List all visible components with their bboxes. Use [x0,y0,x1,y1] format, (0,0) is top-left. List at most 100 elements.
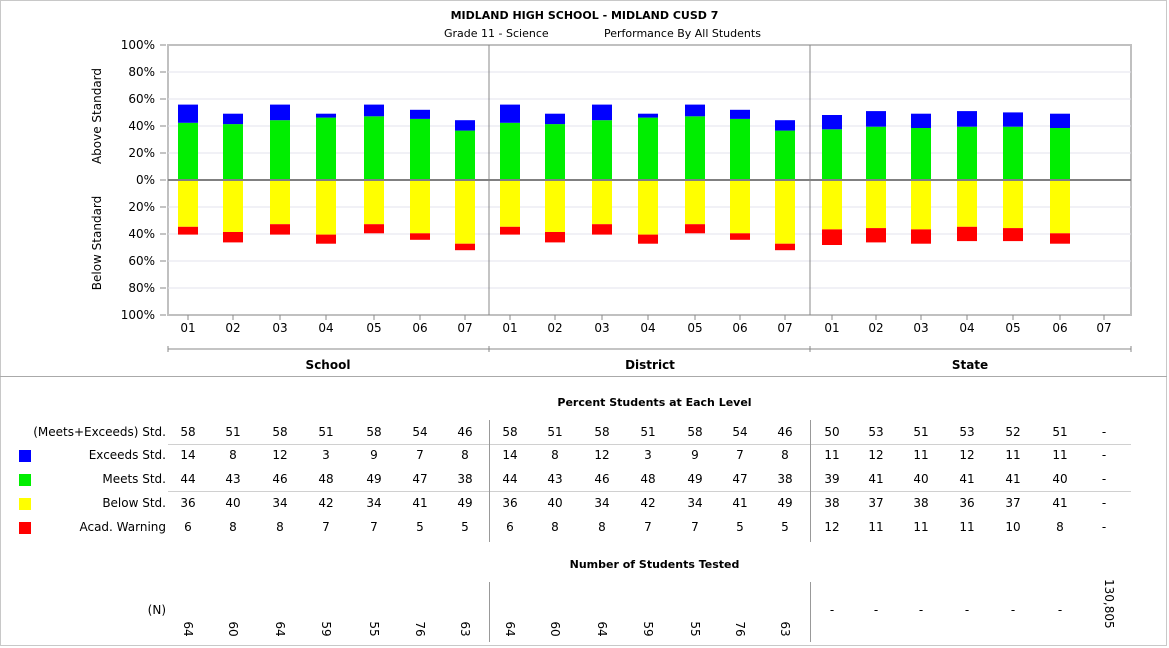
legend-swatch [19,522,31,534]
table-cell: 5 [416,520,424,534]
table-cell: 46 [594,472,610,486]
table-cell: - [1101,520,1107,534]
bar-below [178,180,198,227]
section-divider [0,376,1167,377]
table-cell: 44 [180,472,196,486]
bar-meets [685,116,705,180]
tested-cell: 76 [413,621,427,637]
table-row-label: (Meets+Exceeds) Std. [33,425,166,439]
bar-exceeds [775,120,795,131]
y-tick-label: 100% [121,308,155,322]
bar-exceeds [270,104,290,121]
table-cell: 36 [502,496,518,510]
x-tick-label: 06 [732,321,747,335]
y-tick-label: 40% [128,227,155,241]
x-tick-label: 05 [366,321,381,335]
tested-cell: - [1057,603,1063,617]
table-cell: 49 [366,472,382,486]
bar-meets [911,128,931,180]
table-cell: 5 [736,520,744,534]
table-cell: 51 [913,425,929,439]
x-tick-label: 04 [640,321,655,335]
x-tick-label: 03 [594,321,609,335]
bar-exceeds [1003,112,1023,127]
bar-warning [455,243,475,251]
tested-cell: - [829,603,835,617]
y-tick-label: 20% [128,146,155,160]
table-cell: 11 [913,520,929,534]
table-cell: 34 [687,496,703,510]
table-cell: 8 [781,448,789,462]
bar-below [500,180,520,227]
bar-warning [500,226,520,235]
bar-below [316,180,336,235]
bar-warning [545,232,565,243]
bar-meets [638,117,658,180]
table-cell: 7 [644,520,652,534]
table-cell: 49 [687,472,703,486]
x-tick-label: 03 [272,321,287,335]
table-group-separator [489,420,490,542]
bar-meets [592,120,612,180]
group-label: State [952,358,988,372]
tested-cell: 59 [641,621,655,637]
table-cell: 38 [777,472,793,486]
bar-meets [223,124,243,180]
bar-warning [316,234,336,244]
table-cell: 5 [461,520,469,534]
table-cell: 36 [959,496,975,510]
bar-warning [911,229,931,244]
tested-cell: - [873,603,879,617]
table-cell: 12 [272,448,288,462]
bar-below [1003,180,1023,229]
table-cell: 52 [1005,425,1021,439]
bar-meets [178,122,198,180]
tested-cell: 76 [733,621,747,637]
table-cell: 46 [457,425,473,439]
group-label: District [625,358,675,372]
table-cell: 7 [416,448,424,462]
table-cell: 54 [732,425,748,439]
bar-exceeds [223,113,243,125]
bar-meets [364,116,384,180]
bar-exceeds [545,113,565,125]
y-tick-label: 80% [128,65,155,79]
bar-exceeds [866,111,886,127]
table-cell: 12 [824,520,840,534]
bar-warning [592,224,612,235]
x-tick-label: 03 [913,321,928,335]
bar-exceeds [822,115,842,130]
bar-meets [866,126,886,180]
table-cell: 6 [184,520,192,534]
tested-cell: 130,805 [1102,579,1116,629]
table-cell: 49 [777,496,793,510]
bar-meets [455,130,475,180]
table-cell: 40 [1052,472,1068,486]
bar-warning [270,224,290,235]
bar-meets [957,126,977,180]
table-cell: 36 [180,496,196,510]
chart-title: MIDLAND HIGH SCHOOL - MIDLAND CUSD 7 [450,9,719,22]
table-cell: 42 [318,496,334,510]
bar-warning [364,224,384,234]
bar-exceeds [1050,113,1070,128]
x-tick-label: 01 [824,321,839,335]
table-cell: 41 [959,472,975,486]
table-cell: 11 [868,520,884,534]
bar-warning [730,233,750,240]
table-cell: 11 [1005,448,1021,462]
table-cell: 43 [225,472,241,486]
table-cell: 6 [506,520,514,534]
tested-cell: 64 [181,621,195,637]
tested-cell: 55 [688,621,702,637]
table-cell: 12 [594,448,610,462]
table-cell: 34 [366,496,382,510]
bar-below [270,180,290,225]
y-axis-label-above: Above Standard [90,68,104,164]
tested-title: Number of Students Tested [569,558,740,571]
table-cell: 58 [272,425,288,439]
bar-below [685,180,705,225]
bar-meets [1003,126,1023,180]
table-cell: 58 [180,425,196,439]
